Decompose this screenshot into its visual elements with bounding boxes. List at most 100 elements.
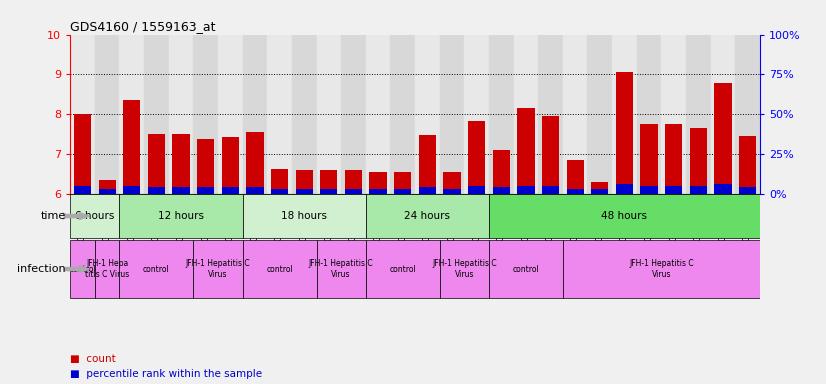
Bar xyxy=(640,185,657,194)
Bar xyxy=(271,169,288,194)
Bar xyxy=(221,187,239,194)
Bar xyxy=(616,184,633,194)
Bar xyxy=(148,134,165,194)
Text: JFH-1 Hepatitis C
Virus: JFH-1 Hepatitis C Virus xyxy=(186,259,250,279)
Bar xyxy=(710,35,735,194)
Bar xyxy=(492,150,510,194)
Bar xyxy=(95,240,120,298)
Bar xyxy=(489,240,563,298)
Bar xyxy=(394,189,411,194)
Bar xyxy=(218,35,243,194)
Bar xyxy=(296,189,313,194)
Text: control: control xyxy=(143,265,170,273)
Text: JFH-1 Hepatitis C
Virus: JFH-1 Hepatitis C Virus xyxy=(432,259,496,279)
Bar xyxy=(637,35,662,194)
Bar xyxy=(686,35,710,194)
Bar xyxy=(369,189,387,194)
Bar xyxy=(316,35,341,194)
Bar xyxy=(268,35,292,194)
Bar xyxy=(739,187,757,194)
Bar xyxy=(74,185,91,194)
Bar xyxy=(517,108,534,194)
Bar xyxy=(489,194,760,238)
Text: control: control xyxy=(69,265,96,273)
Bar xyxy=(369,172,387,194)
Bar xyxy=(144,35,169,194)
Bar xyxy=(366,35,391,194)
Bar xyxy=(345,189,362,194)
Bar xyxy=(665,185,682,194)
Text: time: time xyxy=(40,211,66,221)
Bar xyxy=(366,240,439,298)
Bar xyxy=(197,187,214,194)
Bar xyxy=(567,189,584,194)
Bar xyxy=(517,185,534,194)
Bar xyxy=(394,172,411,194)
Bar xyxy=(563,35,587,194)
Text: JFH-1 Hepa
titis C Virus: JFH-1 Hepa titis C Virus xyxy=(85,259,130,279)
Bar xyxy=(98,189,116,194)
Bar xyxy=(169,35,193,194)
Text: JFH-1 Hepatitis C
Virus: JFH-1 Hepatitis C Virus xyxy=(629,259,694,279)
Text: control: control xyxy=(513,265,539,273)
Bar xyxy=(197,139,214,194)
Bar xyxy=(246,132,263,194)
Bar xyxy=(95,35,120,194)
Bar xyxy=(148,187,165,194)
Bar xyxy=(292,35,316,194)
Bar xyxy=(123,100,140,194)
Bar xyxy=(439,35,464,194)
Bar xyxy=(439,240,489,298)
Bar xyxy=(714,184,732,194)
Bar xyxy=(316,240,366,298)
Bar xyxy=(123,185,140,194)
Bar xyxy=(243,240,316,298)
Bar xyxy=(492,187,510,194)
Bar xyxy=(193,240,243,298)
Text: 18 hours: 18 hours xyxy=(281,211,327,221)
Bar xyxy=(616,72,633,194)
Bar xyxy=(468,121,485,194)
Text: JFH-1 Hepatitis C
Virus: JFH-1 Hepatitis C Virus xyxy=(309,259,373,279)
Bar xyxy=(173,187,190,194)
Text: GDS4160 / 1559163_at: GDS4160 / 1559163_at xyxy=(70,20,216,33)
Bar xyxy=(173,134,190,194)
Bar xyxy=(542,116,559,194)
Bar xyxy=(120,35,144,194)
Bar xyxy=(246,187,263,194)
Bar xyxy=(739,136,757,194)
Text: 24 hours: 24 hours xyxy=(405,211,450,221)
Bar xyxy=(341,35,366,194)
Bar xyxy=(70,240,95,298)
Bar xyxy=(120,240,193,298)
Bar xyxy=(563,240,760,298)
Bar xyxy=(366,194,489,238)
Bar xyxy=(391,35,415,194)
Bar xyxy=(489,35,514,194)
Text: 12 hours: 12 hours xyxy=(158,211,204,221)
Bar xyxy=(464,35,489,194)
Bar xyxy=(539,35,563,194)
Bar xyxy=(542,185,559,194)
Bar xyxy=(514,35,539,194)
Bar xyxy=(567,160,584,194)
Bar xyxy=(444,189,461,194)
Bar xyxy=(320,189,338,194)
Bar xyxy=(591,189,609,194)
Bar xyxy=(243,194,366,238)
Bar xyxy=(735,35,760,194)
Text: 48 hours: 48 hours xyxy=(601,211,648,221)
Bar xyxy=(612,35,637,194)
Bar xyxy=(468,185,485,194)
Bar xyxy=(714,83,732,194)
Text: 6 hours: 6 hours xyxy=(75,211,115,221)
Bar xyxy=(296,170,313,194)
Bar xyxy=(320,170,338,194)
Bar xyxy=(98,180,116,194)
Text: ■  count: ■ count xyxy=(70,354,116,364)
Bar xyxy=(193,35,218,194)
Bar xyxy=(444,172,461,194)
Text: infection: infection xyxy=(17,264,66,274)
Bar xyxy=(221,137,239,194)
Bar xyxy=(243,35,268,194)
